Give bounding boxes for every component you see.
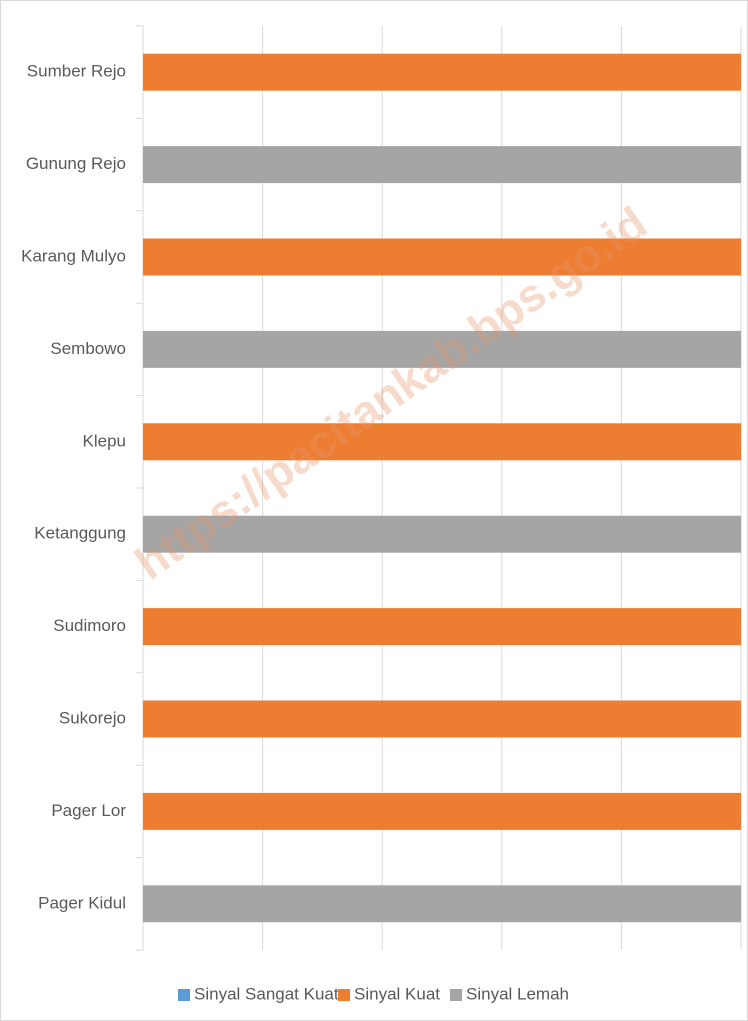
bar-segment [143,700,741,738]
y-tick-label: Pager Kidul [38,893,126,912]
bar-segment [143,885,741,923]
legend-swatch [178,989,190,1001]
bar-segment [143,515,741,553]
y-tick-label: Sudimoro [53,616,126,635]
legend-label: Sinyal Sangat Kuat [194,984,339,1003]
bar-segment [143,423,741,461]
y-tick-label: Sumber Rejo [27,62,126,81]
bar-segment [143,608,741,646]
bar-segment [143,53,741,91]
y-tick-label: Klepu [83,431,126,450]
bar-segment [143,146,741,184]
y-tick-label: Sembowo [50,339,126,358]
legend-swatch [338,989,350,1001]
legend-swatch [450,989,462,1001]
bar-segment [143,330,741,368]
y-tick-label: Gunung Rejo [26,154,126,173]
y-tick-label: Karang Mulyo [21,246,126,265]
y-tick-label: Pager Lor [51,801,126,820]
bar-segment [143,792,741,830]
y-tick-label: Sukorejo [59,708,126,727]
legend-label: Sinyal Kuat [354,984,440,1003]
bar-segment [143,238,741,276]
y-tick-label: Ketanggung [34,524,126,543]
legend-label: Sinyal Lemah [466,984,569,1003]
